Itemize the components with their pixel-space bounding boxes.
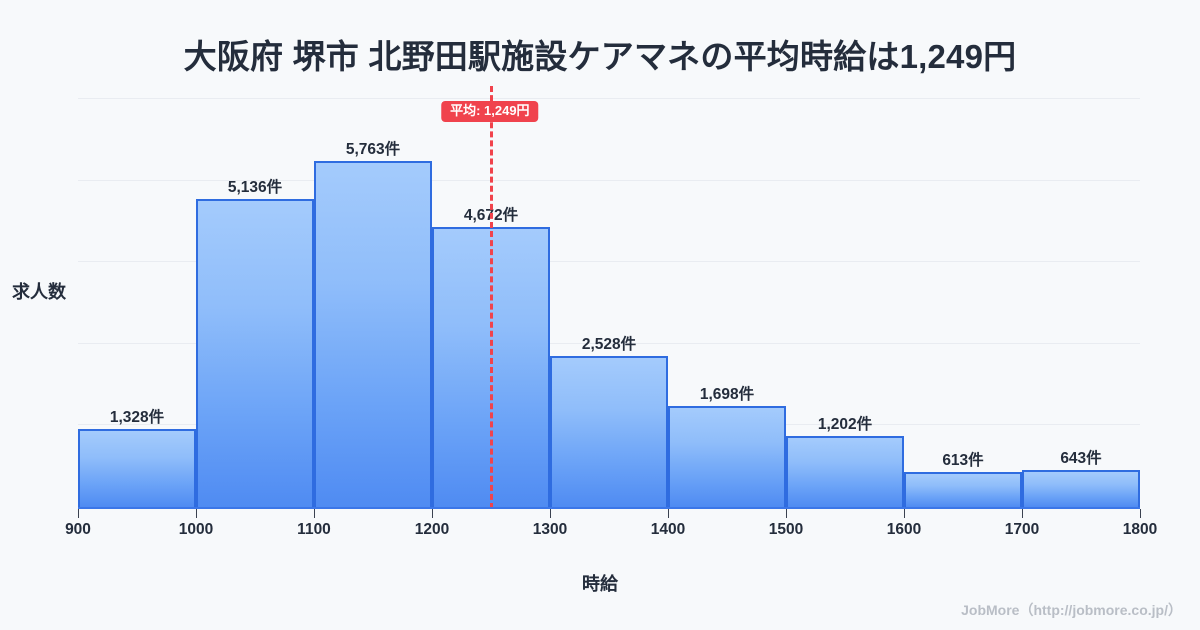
bar-value-label: 1,698件 [699, 386, 755, 404]
page-title: 大阪府 堺市 北野田駅施設ケアマネの平均時給は1,249円 [183, 38, 1017, 75]
x-axis-tick [1022, 509, 1023, 518]
x-axis-title: 時給 [582, 574, 618, 594]
x-axis-line [78, 507, 1140, 509]
bar[interactable] [196, 198, 314, 509]
gridline [78, 261, 1140, 263]
average-line [489, 86, 493, 509]
bar-value-label: 1,328件 [109, 408, 165, 426]
x-axis-tick-label: 1500 [768, 521, 804, 538]
gridline [78, 179, 1140, 181]
x-axis-tick-label: 1700 [1004, 521, 1040, 538]
x-axis-tick [196, 509, 197, 518]
y-axis-title: 求人数 [12, 282, 66, 302]
x-axis-tick [1140, 509, 1141, 518]
bar-value-label: 1,202件 [817, 416, 873, 434]
bar-value-label: 2,528件 [581, 336, 637, 354]
x-axis-tick [432, 509, 433, 518]
x-axis-tick [904, 509, 905, 518]
x-axis-tick [78, 509, 79, 518]
bar[interactable] [78, 428, 196, 509]
bar-value-label: 5,763件 [345, 140, 401, 158]
bar[interactable] [904, 471, 1022, 509]
bar[interactable] [786, 436, 904, 509]
gridline [78, 98, 1140, 100]
x-axis-tick-label: 1300 [532, 521, 568, 538]
x-axis-tick [668, 509, 669, 518]
x-axis-tick-label: 1100 [297, 521, 331, 538]
x-axis-tick-label: 1200 [414, 521, 450, 538]
x-axis-tick-label: 900 [65, 521, 91, 538]
bar[interactable] [314, 160, 432, 509]
x-axis-tick-label: 1000 [178, 521, 214, 538]
x-axis-tick [786, 509, 787, 518]
x-axis-tick-label: 1600 [886, 521, 922, 538]
bar-value-label: 643件 [1060, 450, 1102, 468]
bar[interactable] [550, 356, 668, 509]
plot-area: 1,328件 5,136件 5,763件 4,672件 2,528件 1,698件 1,20… [78, 86, 1140, 509]
x-axis-tick-label: 1400 [650, 521, 686, 538]
x-axis-tick [550, 509, 551, 518]
bar[interactable] [668, 406, 786, 509]
x-axis-tick-label: 1800 [1122, 521, 1158, 538]
average-badge: 平均: 1,249円 [441, 101, 539, 123]
bar-value-label: 613件 [942, 451, 984, 469]
gridline [78, 342, 1140, 344]
footer-credit: JobMore（http://jobmore.co.jp/） [961, 602, 1182, 618]
x-axis-tick [314, 509, 315, 518]
bar[interactable] [1022, 470, 1140, 509]
bar-value-label: 5,136件 [227, 178, 283, 196]
